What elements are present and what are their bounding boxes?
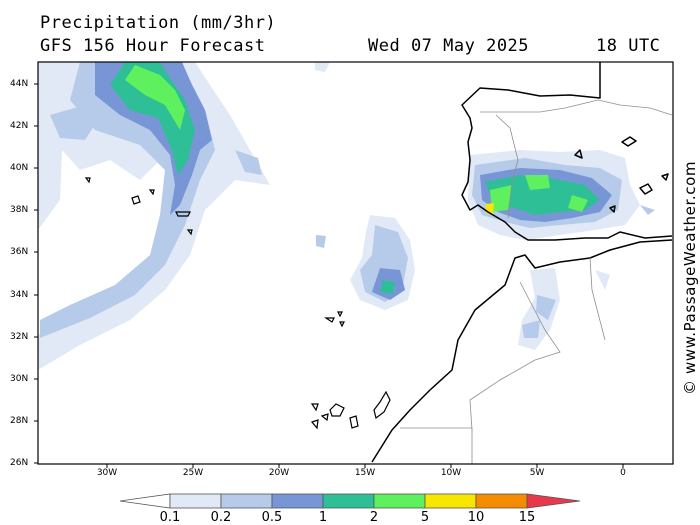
legend-swatch (526, 493, 581, 509)
legend-swatch (271, 493, 324, 509)
lon-label: 5W (529, 468, 545, 478)
country-borders (400, 99, 673, 464)
precip-iberia (468, 150, 655, 240)
lon-label: 25W (182, 468, 204, 478)
lon-label: 10W (440, 468, 462, 478)
map-border (37, 61, 674, 465)
legend-label: 10 (467, 510, 485, 525)
legend-swatch (373, 493, 426, 509)
lat-label: 38N (10, 205, 29, 215)
legend-label: 0.5 (261, 510, 283, 525)
legend-label: 1 (318, 510, 328, 525)
forecast-date: Wed 07 May 2025 (368, 36, 530, 56)
lat-label: 28N (10, 416, 29, 426)
lat-label: 44N (10, 79, 29, 89)
legend-swatch (424, 493, 477, 509)
axis-ticks (34, 83, 624, 468)
lat-label: 42N (10, 121, 29, 131)
lon-label: 0 (620, 468, 626, 478)
north-africa-coast (371, 239, 673, 463)
lat-label: 26N (10, 458, 29, 468)
legend-swatch (475, 493, 528, 509)
legend-label: 5 (420, 510, 430, 525)
map-title: Precipitation (mm/3hr) (40, 13, 277, 33)
site-credit: © www.PassageWeather.com (681, 160, 699, 395)
legend-swatch (220, 493, 273, 509)
atlantic-islands (84, 177, 391, 430)
legend-swatch (322, 493, 375, 509)
lat-label: 30N (10, 374, 29, 384)
lat-label: 40N (10, 163, 29, 173)
legend-swatch (169, 493, 222, 509)
lon-label: 20W (268, 468, 290, 478)
model-label: GFS 156 Hour Forecast (40, 36, 266, 56)
legend-label: 2 (369, 510, 379, 525)
lat-label: 34N (10, 290, 29, 300)
lat-label: 32N (10, 332, 29, 342)
precip-morocco (518, 268, 610, 350)
legend-colorbar (119, 493, 581, 509)
iberian-peninsula (461, 62, 673, 241)
legend-label: 0.1 (159, 510, 181, 525)
precip-atlantic-band (38, 62, 330, 370)
lon-label: 30W (96, 468, 118, 478)
forecast-time: 18 UTC (596, 36, 661, 56)
precip-madeira-cell (316, 215, 415, 310)
legend-label: 15 (518, 510, 536, 525)
lon-label: 15W (354, 468, 376, 478)
lat-label: 36N (10, 247, 29, 257)
legend-swatch (119, 493, 171, 509)
legend-label: 0.2 (210, 510, 232, 525)
